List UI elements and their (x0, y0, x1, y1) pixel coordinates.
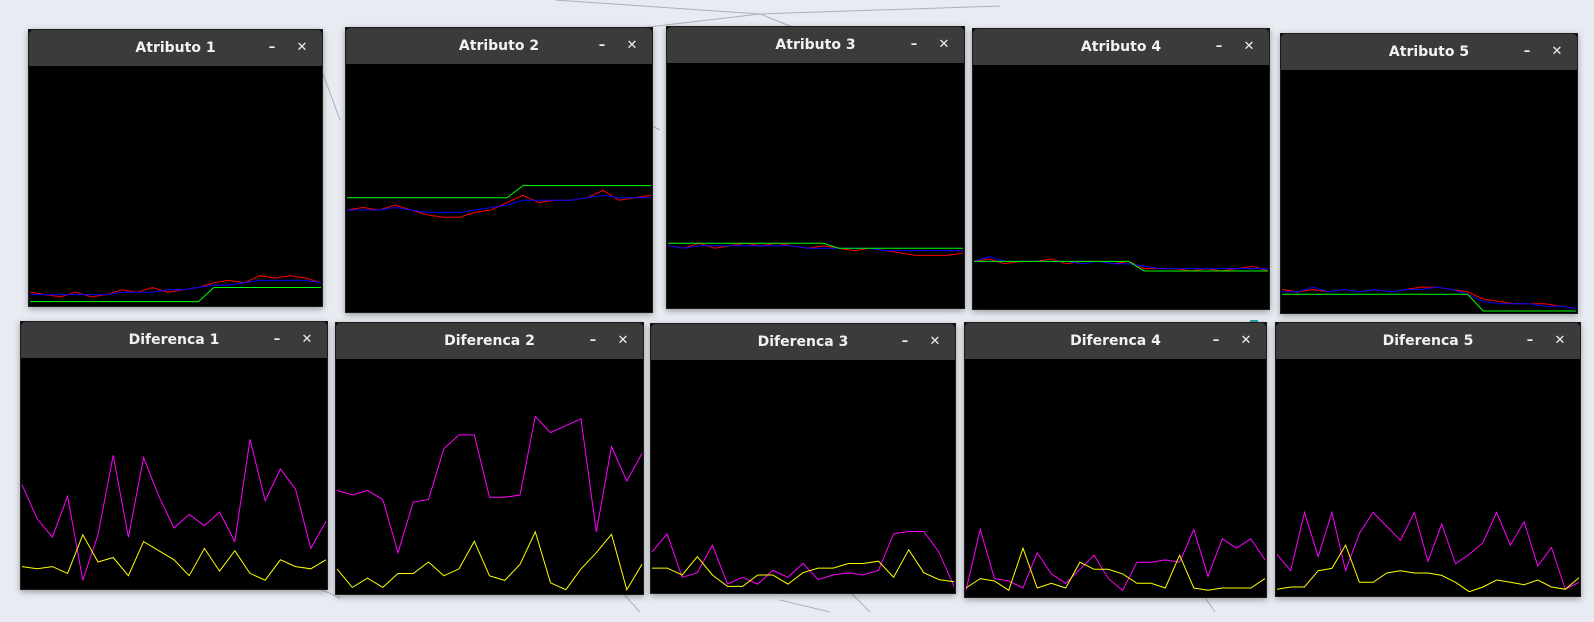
titlebar[interactable]: Atributo 5 – ✕ (1281, 34, 1577, 70)
line-chart (1276, 359, 1580, 596)
line-chart (965, 359, 1266, 597)
series-line-red (668, 243, 963, 255)
window-atributo-1[interactable]: Atributo 1 – ✕ (28, 29, 323, 307)
series-line-green (1282, 294, 1576, 311)
titlebar[interactable]: Atributo 4 – ✕ (973, 29, 1269, 65)
series-line-red (1282, 287, 1576, 309)
titlebar[interactable]: Diferenca 2 – ✕ (336, 323, 643, 359)
titlebar[interactable]: Atributo 2 – ✕ (346, 28, 652, 64)
close-button[interactable]: ✕ (622, 36, 642, 56)
plot-area (29, 66, 322, 306)
series-line-magenta (1277, 512, 1579, 589)
minimize-button[interactable]: – (583, 331, 603, 351)
minimize-button[interactable]: – (904, 35, 924, 55)
minimize-button[interactable]: – (895, 332, 915, 352)
series-line-magenta (337, 416, 642, 552)
window-diferenca-5[interactable]: Diferenca 5 – ✕ (1275, 322, 1581, 597)
plot-area (1281, 70, 1577, 313)
plot-area (346, 64, 652, 312)
minimize-button[interactable]: – (1209, 37, 1229, 57)
window-atributo-4[interactable]: Atributo 4 – ✕ (972, 28, 1270, 310)
series-line-magenta (22, 439, 326, 580)
titlebar[interactable]: Diferenca 5 – ✕ (1276, 323, 1580, 359)
minimize-button[interactable]: – (1517, 42, 1537, 62)
minimize-button[interactable]: – (262, 38, 282, 58)
series-line-magenta (652, 532, 954, 587)
close-button[interactable]: ✕ (934, 35, 954, 55)
line-chart (29, 66, 322, 306)
series-line-red (30, 276, 321, 297)
window-diferenca-1[interactable]: Diferenca 1 – ✕ (20, 321, 328, 590)
line-chart (1281, 70, 1577, 313)
titlebar[interactable]: Atributo 1 – ✕ (29, 30, 322, 66)
minimize-button[interactable]: – (592, 36, 612, 56)
plot-area (965, 359, 1266, 597)
minimize-button[interactable]: – (267, 330, 287, 350)
close-button[interactable]: ✕ (1239, 37, 1259, 57)
plot-area (651, 360, 955, 593)
titlebar[interactable]: Diferenca 4 – ✕ (965, 323, 1266, 359)
plot-area (21, 358, 327, 589)
line-chart (21, 358, 327, 589)
close-button[interactable]: ✕ (1236, 331, 1256, 351)
minimize-button[interactable]: – (1206, 331, 1226, 351)
close-button[interactable]: ✕ (613, 331, 633, 351)
titlebar[interactable]: Diferenca 3 – ✕ (651, 324, 955, 360)
line-chart (346, 64, 652, 312)
close-button[interactable]: ✕ (297, 330, 317, 350)
plot-area (973, 65, 1269, 309)
series-line-red (974, 259, 1268, 271)
window-diferenca-3[interactable]: Diferenca 3 – ✕ (650, 323, 956, 594)
close-button[interactable]: ✕ (292, 38, 312, 58)
window-atributo-5[interactable]: Atributo 5 – ✕ (1280, 33, 1578, 314)
line-chart (336, 359, 643, 594)
window-diferenca-2[interactable]: Diferenca 2 – ✕ (335, 322, 644, 595)
plot-area (667, 63, 964, 308)
close-button[interactable]: ✕ (925, 332, 945, 352)
line-chart (651, 360, 955, 593)
series-line-blue (1282, 287, 1576, 309)
line-chart (667, 63, 964, 308)
series-line-magenta (966, 530, 1265, 591)
series-line-yellow (652, 550, 954, 587)
window-atributo-2[interactable]: Atributo 2 – ✕ (345, 27, 653, 313)
plot-area (1276, 359, 1580, 596)
series-line-red (347, 190, 651, 217)
window-diferenca-4[interactable]: Diferenca 4 – ✕ (964, 322, 1267, 598)
close-button[interactable]: ✕ (1550, 331, 1570, 351)
close-button[interactable]: ✕ (1547, 42, 1567, 62)
titlebar[interactable]: Diferenca 1 – ✕ (21, 322, 327, 358)
line-chart (973, 65, 1269, 309)
minimize-button[interactable]: – (1520, 331, 1540, 351)
titlebar[interactable]: Atributo 3 – ✕ (667, 27, 964, 63)
window-atributo-3[interactable]: Atributo 3 – ✕ (666, 26, 965, 309)
series-line-yellow (337, 532, 642, 590)
plot-area (336, 359, 643, 594)
series-line-yellow (22, 535, 326, 580)
